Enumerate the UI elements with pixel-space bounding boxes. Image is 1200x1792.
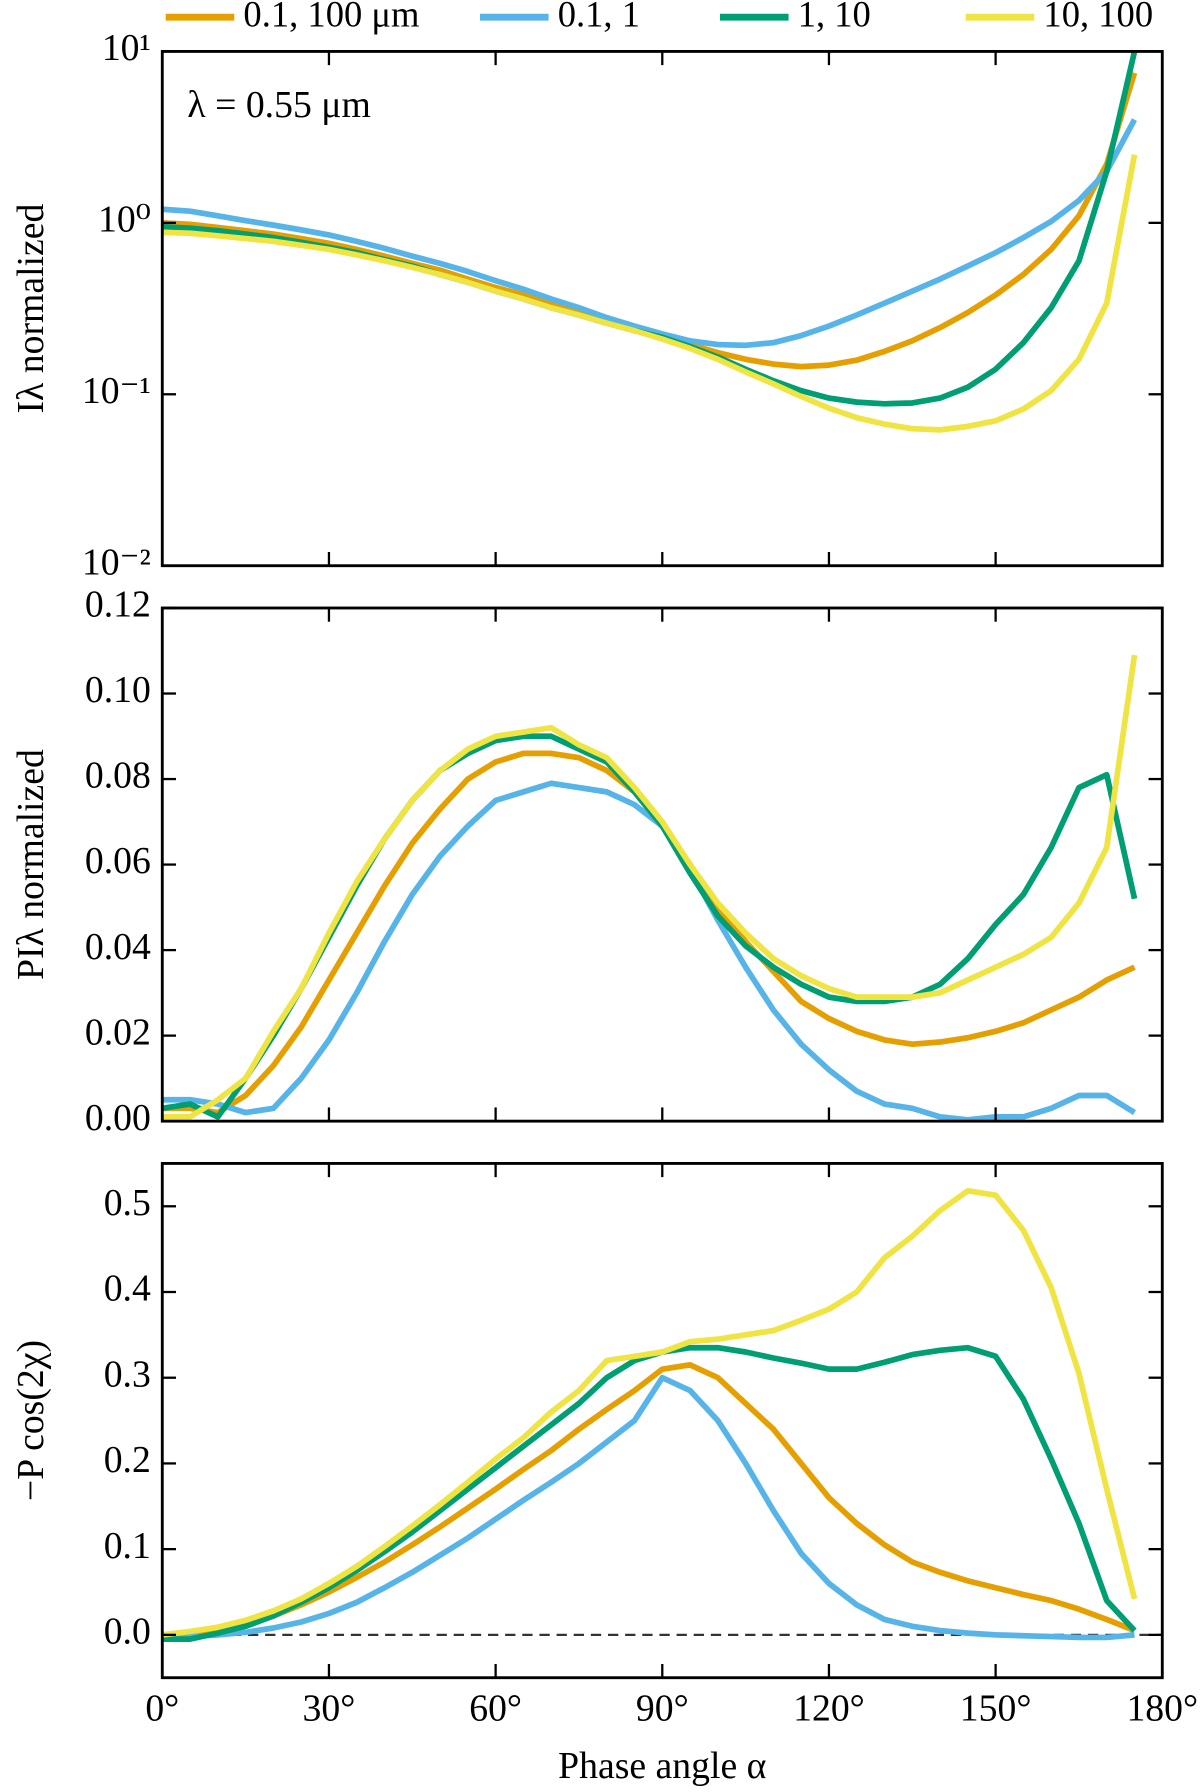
series-line [162,1362,1136,1641]
plot-frame [160,606,1164,1123]
y-tick-label: 0.1 [104,1525,151,1567]
series-line [162,733,1138,1120]
y-tick-label: 0.04 [85,926,151,968]
y-tick-label: 10¹ [102,27,151,69]
x-tick-label: 30° [303,1688,356,1730]
legend-label: 0.1, 100 μm [243,0,419,35]
y-tick-label: 10⁻² [82,541,151,583]
x-tick-label: 60° [469,1688,522,1730]
annotation: λ = 0.55 μm [187,84,370,126]
y-tick-label: 0.4 [104,1268,151,1310]
y-tick-label: 0.10 [85,669,151,711]
series-line [162,780,1137,1122]
y-axis-label: Iλ normalized [10,204,52,414]
series-line [162,154,1138,433]
y-tick-label: 0.02 [85,1011,151,1053]
legend-label: 0.1, 1 [558,0,640,35]
y-tick-label: 0.06 [85,840,151,882]
y-tick-label: 0.2 [104,1439,151,1481]
legend-label: 1, 10 [798,0,871,35]
x-tick-label: 180° [1126,1688,1198,1730]
x-tick-label: 150° [960,1688,1032,1730]
y-tick-label: 0.3 [104,1353,151,1395]
plot-frame [160,50,1164,568]
y-axis-label: −P cos(2χ) [10,1340,52,1501]
x-axis-label: Phase angle α [558,1745,766,1787]
series-line [162,654,1138,1120]
y-tick-label: 0.0 [104,1611,151,1653]
y-tick-label: 0.12 [85,584,151,626]
series-line [162,118,1138,349]
y-tick-label: 0.08 [85,755,151,797]
legend-label: 10, 100 [1043,0,1153,35]
x-tick-label: 120° [793,1688,865,1730]
x-tick-label: 90° [636,1688,689,1730]
y-axis-label: PIλ normalized [10,749,52,980]
y-tick-label: 10⁰ [98,199,151,241]
y-tick-label: 10⁻¹ [82,370,151,412]
y-tick-label: 0.5 [104,1182,151,1224]
series-line [162,1374,1135,1641]
series-line [162,1188,1138,1638]
x-tick-label: 0° [145,1688,179,1730]
y-tick-label: 0.00 [85,1097,151,1139]
